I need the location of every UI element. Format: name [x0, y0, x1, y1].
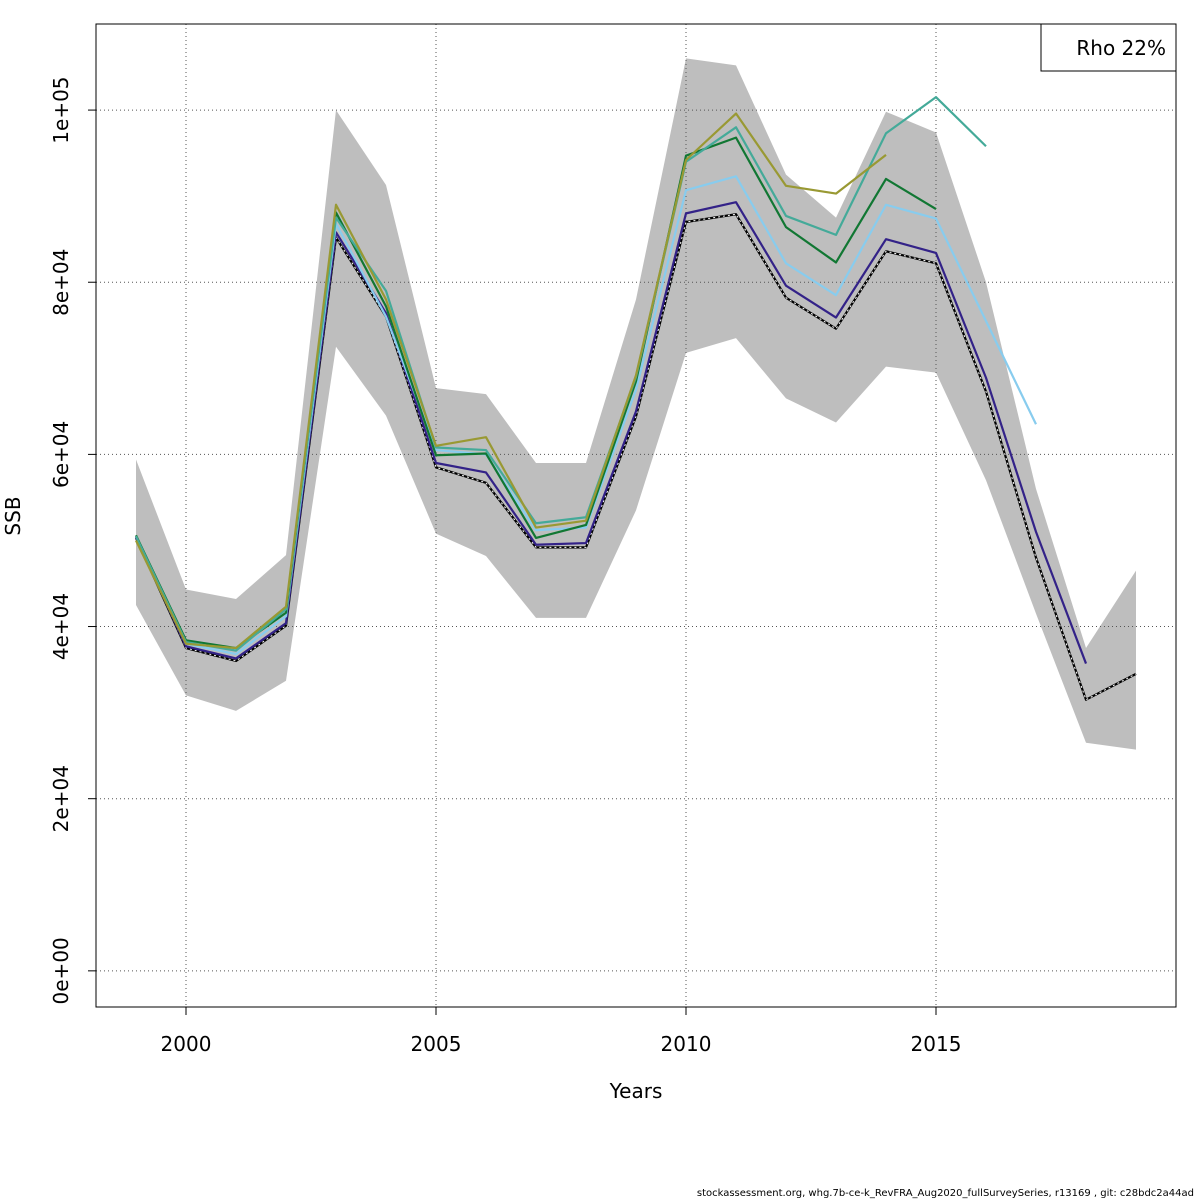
x-tick-label: 2015 — [911, 1032, 962, 1056]
y-tick-label: 1e+05 — [49, 76, 73, 143]
series-line-4 — [135, 136, 937, 650]
x-tick-label: 2000 — [161, 1032, 212, 1056]
series-line-5 — [135, 96, 987, 652]
x-axis-label: Years — [609, 1079, 663, 1103]
legend: Rho 22% — [1040, 23, 1177, 72]
y-tick-label: 6e+04 — [49, 421, 73, 488]
y-tick-label: 0e+00 — [49, 937, 73, 1004]
legend-label: Rho 22% — [1076, 36, 1166, 60]
y-tick-label: 8e+04 — [49, 249, 73, 316]
y-axis-label: SSB — [1, 496, 25, 535]
series-line-6 — [135, 112, 887, 650]
x-tick-label: 2005 — [411, 1032, 462, 1056]
series-line-3 — [135, 175, 1037, 656]
y-tick-label: 4e+04 — [49, 593, 73, 660]
plot-frame — [95, 23, 1177, 1008]
y-tick-label: 2e+04 — [49, 765, 73, 832]
confidence-band — [136, 58, 1136, 750]
x-tick-label: 2010 — [661, 1032, 712, 1056]
series-line-1-dash — [135, 213, 1137, 701]
legend-box — [1040, 23, 1177, 72]
footer-source-text: stockassessment.org, whg.7b-ce-k_RevFRA_… — [696, 1188, 1194, 1199]
